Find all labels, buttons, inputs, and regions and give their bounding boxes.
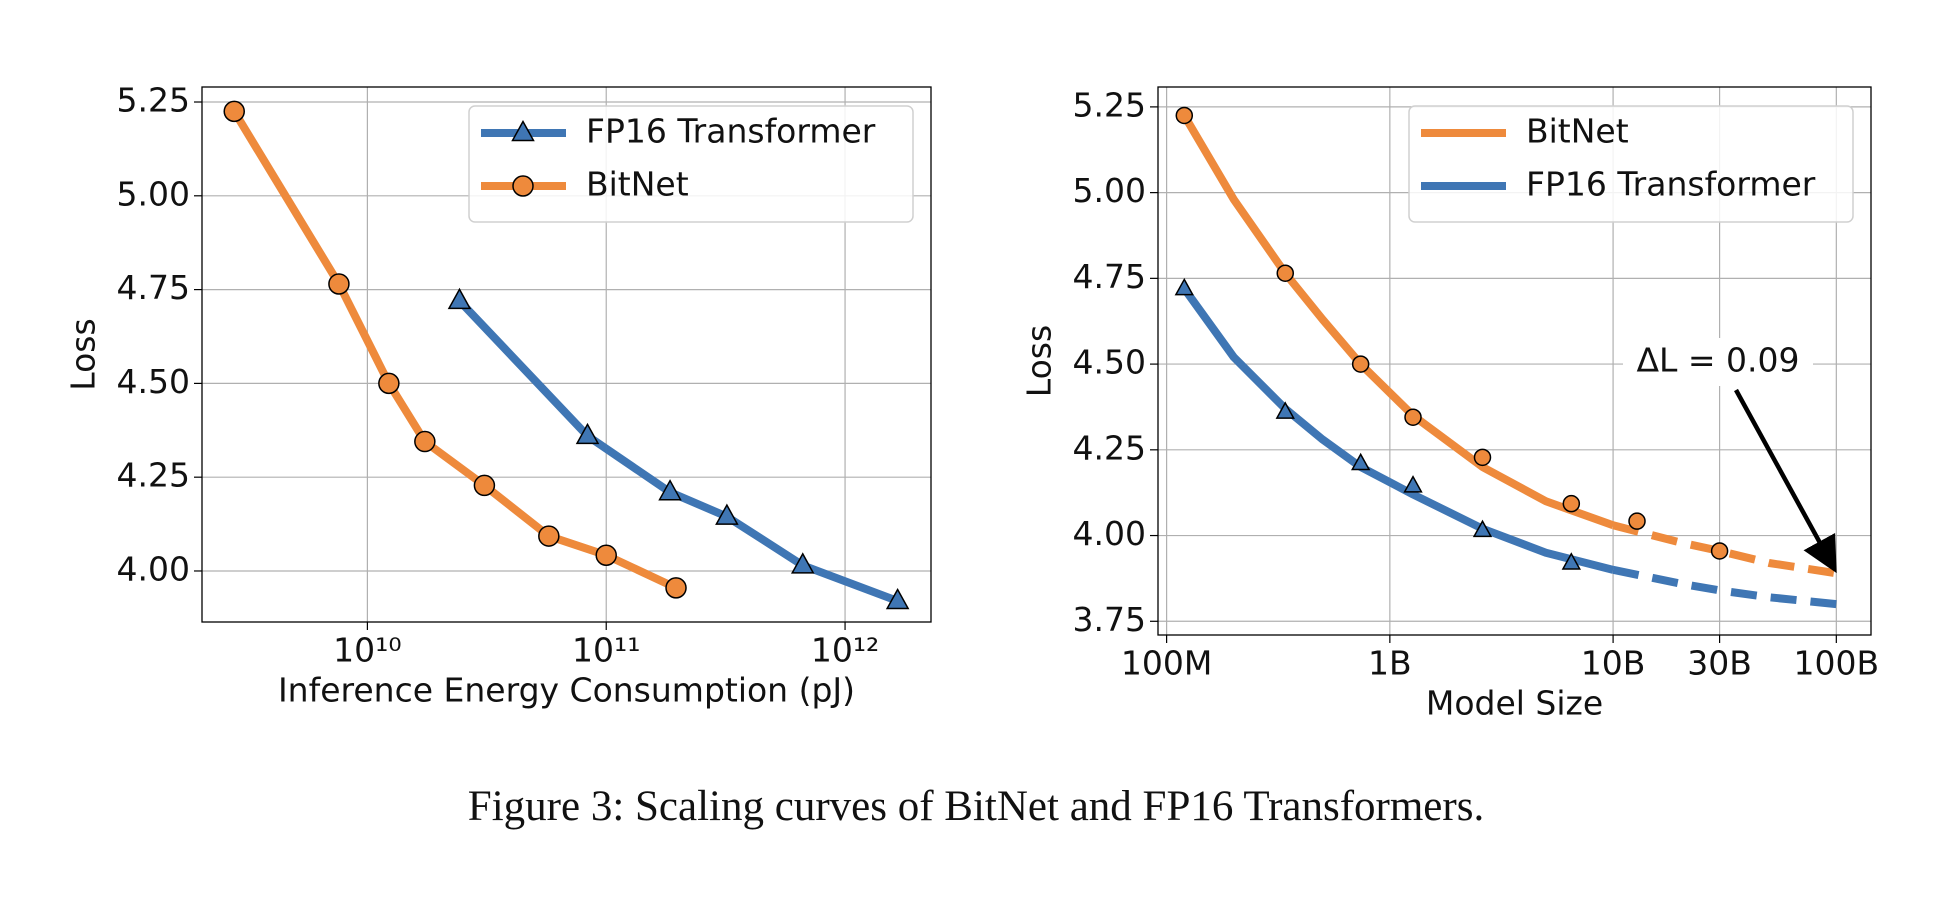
legend-label: BitNet bbox=[1526, 112, 1629, 151]
y-axis-label: Loss bbox=[64, 318, 103, 390]
fit-curve bbox=[1612, 521, 1837, 578]
data-point bbox=[1350, 452, 1371, 471]
data-point bbox=[1404, 408, 1422, 426]
x-axis-label: Model Size bbox=[1426, 684, 1603, 723]
y-axis-label: Loss bbox=[1020, 325, 1059, 397]
fit-curve bbox=[1612, 565, 1837, 609]
data-point bbox=[715, 503, 739, 525]
data-point bbox=[1276, 264, 1295, 282]
data-point bbox=[223, 100, 245, 123]
legend-marker bbox=[511, 119, 535, 142]
data-point bbox=[447, 287, 472, 310]
data-point bbox=[1174, 277, 1194, 296]
annotation: ΔL = 0.09 bbox=[1636, 341, 1799, 380]
plot-frame bbox=[1157, 86, 1872, 636]
y-tick-label: 4.00 bbox=[117, 549, 190, 588]
y-tick-label: 5.00 bbox=[117, 174, 190, 213]
x-tick-label: 30B bbox=[1687, 644, 1752, 683]
data-point bbox=[1628, 512, 1646, 530]
y-tick-label: 5.00 bbox=[1073, 171, 1146, 210]
data-point bbox=[885, 587, 910, 610]
series-line bbox=[456, 298, 900, 605]
data-point bbox=[658, 479, 682, 501]
data-point bbox=[538, 525, 560, 547]
data-point bbox=[1275, 401, 1295, 419]
data-point bbox=[1561, 552, 1581, 570]
annotation-arrow bbox=[1734, 388, 1837, 574]
data-point bbox=[1175, 106, 1194, 125]
x-tick-label: 100B bbox=[1794, 644, 1880, 683]
y-tick-label: 4.25 bbox=[117, 456, 190, 495]
data-point bbox=[414, 430, 436, 453]
plot-frame bbox=[201, 86, 932, 623]
legend-box bbox=[468, 105, 914, 223]
legend-box bbox=[1408, 105, 1854, 223]
data-point bbox=[665, 577, 687, 599]
data-point bbox=[790, 552, 815, 574]
data-point bbox=[1403, 475, 1423, 493]
y-tick-label: 4.75 bbox=[1073, 257, 1146, 296]
y-tick-label: 5.25 bbox=[1073, 85, 1146, 124]
y-tick-label: 4.50 bbox=[117, 362, 190, 401]
data-point bbox=[575, 422, 600, 445]
data-point bbox=[1473, 448, 1492, 467]
fit-curve bbox=[1181, 286, 1615, 574]
data-point bbox=[473, 474, 496, 497]
x-axis-label: Inference Energy Consumption (pJ) bbox=[278, 671, 855, 710]
y-tick-label: 4.50 bbox=[1073, 343, 1146, 382]
figure-caption: Figure 3: Scaling curves of BitNet and F… bbox=[468, 783, 1484, 830]
y-tick-label: 5.25 bbox=[117, 81, 190, 120]
y-tick-label: 3.75 bbox=[1073, 600, 1146, 639]
data-point bbox=[1562, 494, 1581, 513]
y-tick-label: 4.75 bbox=[117, 268, 190, 307]
y-tick-label: 4.25 bbox=[1073, 428, 1146, 467]
data-point bbox=[595, 544, 617, 566]
legend-label: BitNet bbox=[586, 165, 689, 204]
x-tick-label: 10¹¹ bbox=[572, 631, 640, 670]
data-point bbox=[328, 273, 350, 295]
x-tick-label: 10¹² bbox=[811, 631, 879, 670]
annotation-bg bbox=[1623, 338, 1813, 386]
x-tick-label: 10¹⁰ bbox=[333, 631, 401, 670]
data-point bbox=[1710, 542, 1729, 560]
legend-label: FP16 Transformer bbox=[1526, 165, 1816, 204]
x-tick-label: 100M bbox=[1121, 644, 1212, 683]
legend-label: FP16 Transformer bbox=[586, 112, 876, 151]
data-point bbox=[378, 372, 400, 395]
x-tick-label: 1B bbox=[1368, 644, 1412, 683]
legend-marker bbox=[512, 175, 534, 197]
y-tick-label: 4.00 bbox=[1073, 514, 1146, 553]
x-tick-label: 10B bbox=[1581, 644, 1646, 683]
data-point bbox=[1351, 355, 1370, 373]
data-point bbox=[1472, 519, 1493, 538]
